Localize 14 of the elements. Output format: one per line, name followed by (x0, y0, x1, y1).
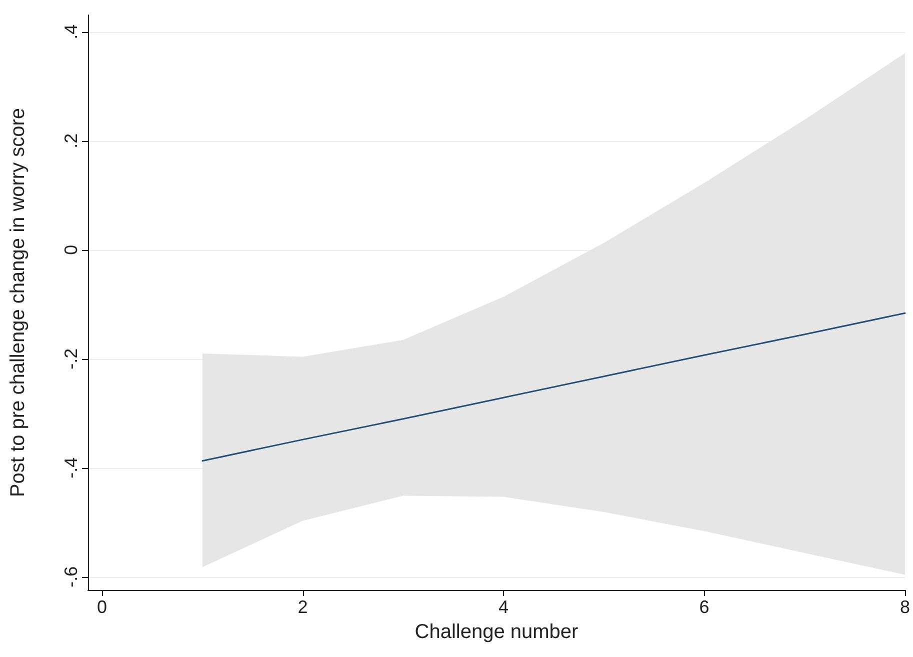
x-tick-label: 0 (97, 597, 108, 617)
y-tick-label: -.6 (61, 566, 81, 588)
y-tick-label: -.2 (61, 348, 81, 370)
y-tick-label: 0 (61, 244, 81, 255)
y-axis-title: Post to pre challenge change in worry score (7, 108, 29, 498)
x-tick-label: 8 (900, 597, 910, 617)
x-tick-label: 2 (298, 597, 308, 617)
x-tick-label: 6 (699, 597, 710, 617)
x-tick-label: 4 (498, 597, 509, 617)
y-tick-label: -.4 (61, 457, 81, 478)
line-series (202, 312, 906, 462)
x-axis-title: Challenge number (414, 621, 579, 643)
y-tick-label: .2 (61, 133, 81, 148)
y-tick-label: .4 (61, 24, 81, 40)
